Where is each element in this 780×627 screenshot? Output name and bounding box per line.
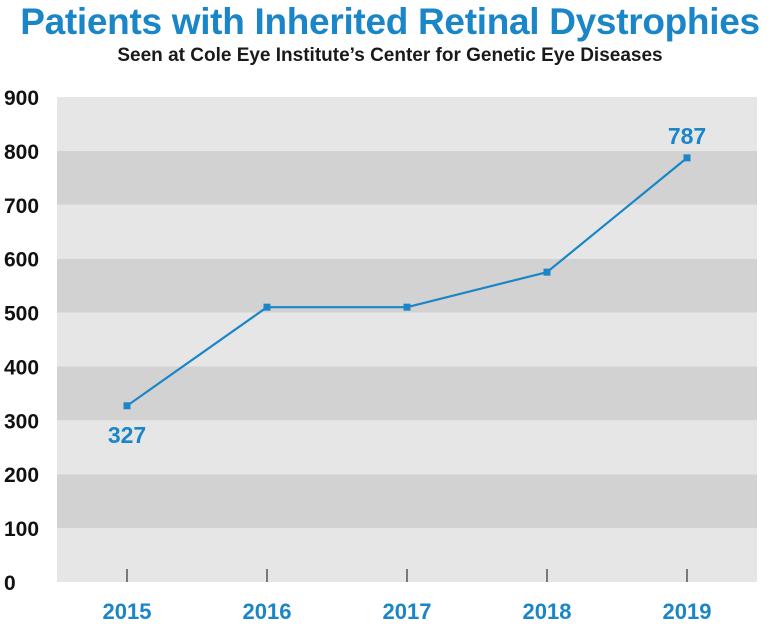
y-tick-label: 400 — [4, 356, 39, 379]
data-labels: 327 787 — [108, 123, 706, 448]
y-tick-label: 700 — [4, 195, 39, 218]
grid-band — [57, 474, 757, 529]
y-tick-label: 800 — [4, 141, 39, 164]
grid-band — [57, 366, 757, 421]
data-point — [683, 154, 691, 162]
y-tick-label: 0 — [4, 572, 16, 595]
x-tick-marks — [126, 569, 688, 582]
data-point — [403, 303, 411, 311]
x-tick-label: 2018 — [523, 599, 572, 624]
x-tick-label: 2017 — [383, 599, 432, 624]
y-tick-label: 600 — [4, 249, 39, 272]
data-point — [263, 303, 271, 311]
grid-band — [57, 420, 757, 475]
chart-subtitle: Seen at Cole Eye Institute’s Center for … — [117, 45, 663, 66]
y-tick-label: 900 — [4, 87, 39, 110]
chart-title: Patients with Inherited Retinal Dystroph… — [20, 1, 760, 42]
x-tick-label: 2015 — [103, 599, 152, 624]
data-label: 787 — [668, 123, 706, 149]
grid-band — [57, 150, 757, 205]
x-tick-label: 2019 — [663, 599, 712, 624]
data-point — [543, 268, 551, 276]
x-axis-labels: 2015 2016 2017 2018 2019 — [103, 599, 712, 624]
grid-band — [57, 258, 757, 313]
data-point — [123, 402, 131, 410]
y-tick-label: 300 — [4, 410, 39, 433]
series-group — [123, 154, 691, 410]
grid-band — [57, 312, 757, 367]
grid-bands — [57, 97, 757, 582]
data-label: 327 — [108, 422, 146, 448]
grid-band — [57, 97, 757, 151]
y-tick-label: 200 — [4, 464, 39, 487]
x-tick-label: 2016 — [243, 599, 292, 624]
y-tick-label: 100 — [4, 518, 39, 541]
y-tick-label: 500 — [4, 303, 39, 326]
y-axis-labels: 0 100 200 300 400 500 600 700 800 900 — [4, 87, 39, 595]
grid-band — [57, 204, 757, 259]
